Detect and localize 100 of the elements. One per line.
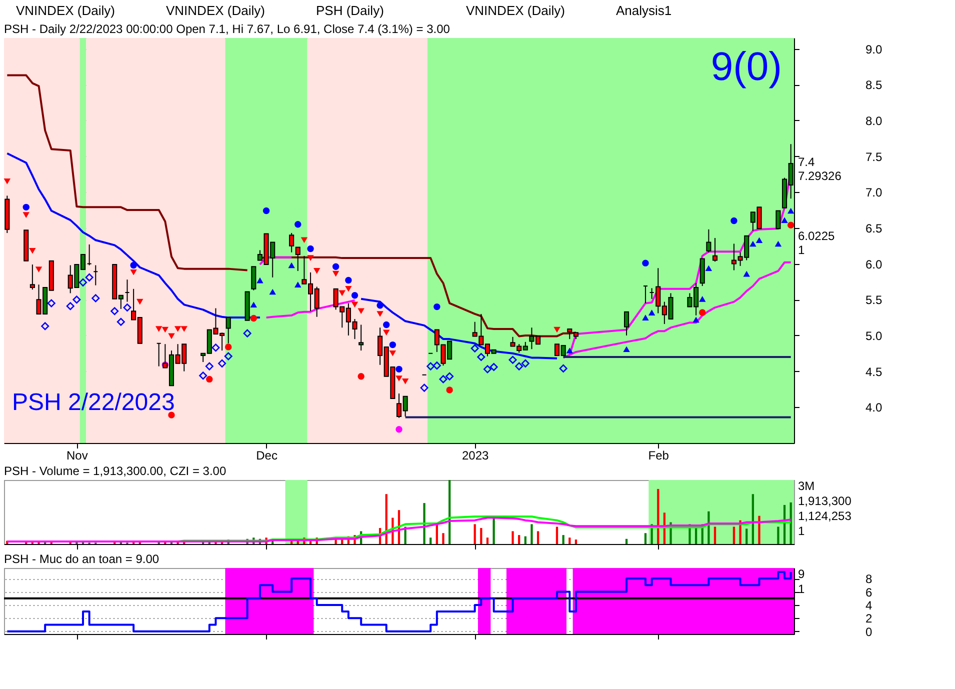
bar <box>758 516 760 544</box>
point <box>439 375 448 384</box>
point <box>787 208 794 214</box>
point <box>383 330 390 336</box>
y-tick-label: 8 <box>866 572 872 586</box>
point <box>332 270 340 277</box>
point <box>566 348 573 354</box>
point <box>389 341 396 348</box>
bar <box>530 524 533 544</box>
chart-title: PSH - Volume = 1,913,300.00, CZI = 3.00 <box>4 464 226 478</box>
bar <box>518 535 520 544</box>
point <box>477 352 486 361</box>
candlestick <box>624 311 630 336</box>
bar <box>562 535 564 544</box>
point <box>642 314 649 320</box>
point <box>756 237 763 244</box>
chart-title: PSH - Daily 2/22/2023 00:00:00 Open 7.1, Hi 7.67, Lo 6.91, Close 7.4 (3.1%) = 3.00 <box>4 22 450 36</box>
bar <box>739 520 742 544</box>
bar <box>625 538 628 544</box>
point <box>168 412 175 418</box>
text: 9 <box>798 567 805 581</box>
point <box>432 362 441 370</box>
point <box>256 277 264 284</box>
point <box>642 260 649 266</box>
point <box>294 282 302 288</box>
point <box>294 221 302 228</box>
bar <box>536 531 540 544</box>
point <box>307 255 314 261</box>
point <box>559 364 568 372</box>
bar <box>708 511 710 544</box>
point <box>262 207 270 214</box>
point <box>180 326 188 332</box>
point <box>168 333 175 340</box>
bar <box>512 531 514 544</box>
y-tick-label: 6.5 <box>866 221 883 236</box>
candlestick <box>358 324 364 352</box>
y-tick-label: 5.5 <box>866 293 883 308</box>
bar <box>714 526 716 544</box>
bar <box>423 503 426 544</box>
candlestick <box>295 246 300 272</box>
point <box>300 237 308 244</box>
point <box>692 316 700 323</box>
point <box>110 307 119 316</box>
point <box>508 356 517 364</box>
y-tick-label: 4.0 <box>866 400 883 415</box>
candlestick <box>706 228 712 253</box>
point <box>225 344 232 350</box>
text: 1,913,300 <box>798 494 852 508</box>
point <box>490 363 498 372</box>
point <box>155 326 162 332</box>
y-tick-label: 8.5 <box>866 78 883 92</box>
point <box>554 326 560 333</box>
point <box>345 276 352 284</box>
bar <box>568 538 571 544</box>
point <box>218 359 226 368</box>
point <box>29 248 36 254</box>
point <box>515 362 524 370</box>
text: 1 <box>798 582 805 596</box>
bar <box>430 538 432 544</box>
bar <box>746 528 748 544</box>
point <box>116 318 125 326</box>
y-tick-label: 9.0 <box>866 42 883 56</box>
text: VNINDEX (Daily) <box>166 3 265 18</box>
point <box>389 350 396 356</box>
annotation: PSH 2/22/2023 <box>12 389 175 416</box>
point <box>345 286 352 292</box>
x-tick-label: 2023 <box>462 448 490 462</box>
point <box>4 178 11 184</box>
bar <box>524 536 526 544</box>
candlestick <box>712 237 718 262</box>
x-tick-label: Feb <box>648 448 670 462</box>
chart-title: PSH - Muc do an toan = 9.00 <box>4 552 160 566</box>
point <box>212 344 220 352</box>
point <box>72 296 81 304</box>
point <box>774 240 782 247</box>
y-tick-label: 7.0 <box>866 186 883 200</box>
point <box>521 359 530 368</box>
text: Analysis1 <box>616 3 672 18</box>
text: 1 <box>798 524 805 538</box>
point <box>269 288 276 295</box>
point <box>383 321 390 328</box>
y-tick-label: 2 <box>866 612 872 626</box>
text: 1 <box>798 243 805 257</box>
point <box>243 329 252 338</box>
point <box>250 302 257 308</box>
point <box>358 308 364 314</box>
point <box>699 309 706 316</box>
point <box>41 322 50 330</box>
text: 7.29326 <box>798 169 842 183</box>
point <box>483 365 492 374</box>
point <box>396 376 402 382</box>
bar <box>777 526 780 544</box>
point <box>750 240 756 247</box>
point <box>313 268 320 274</box>
y-tick-label: 6.0 <box>866 257 883 272</box>
point <box>699 296 706 302</box>
point <box>162 326 169 333</box>
point <box>22 204 30 211</box>
point <box>470 344 479 352</box>
point <box>434 303 440 310</box>
